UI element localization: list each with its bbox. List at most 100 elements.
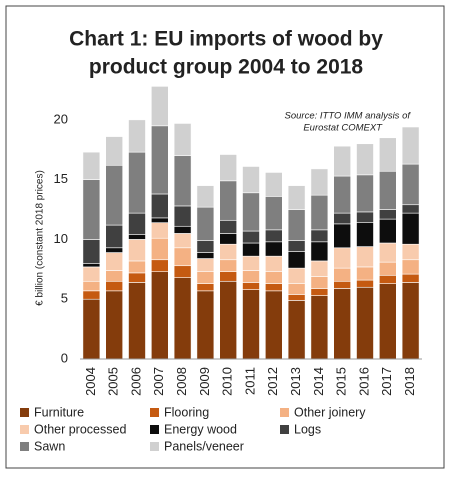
bar-segment [82,280,101,292]
bar-segment [287,251,306,269]
bar-segment [401,163,420,206]
bar-segment [219,180,237,221]
bar-segment [310,168,329,196]
y-tick-label: 0 [61,350,68,365]
bar-segment [378,261,397,276]
bar-segment [128,212,146,235]
bar-segment [128,282,146,360]
bar-segment [242,270,260,283]
bar-segment [378,170,397,210]
bar-segment [151,271,169,360]
bar-segment [105,252,123,271]
bar-segment [219,243,237,261]
bar-segment [196,206,215,241]
x-tick-label: 2010 [220,367,235,396]
bar-segment [128,239,146,262]
bar-segment [401,126,420,165]
bar-segment [378,274,397,284]
bar-segment [287,240,306,252]
x-tick-label: 2009 [197,367,212,396]
x-tick-label: 2004 [83,367,98,396]
bar-segment [264,255,283,273]
bar-segment [82,151,101,180]
x-tick-label: 2007 [151,367,166,396]
bar-segment [196,290,215,360]
bar-segment [401,243,420,261]
bar-segment [242,192,260,232]
bar-segment [333,175,352,214]
bar-segment [310,288,329,296]
bar-segment [264,172,283,197]
bar-segment [264,241,283,257]
legend-swatch [280,425,289,434]
y-tick-label: 15 [54,171,68,186]
bar-segment [356,222,374,247]
bar-segment [173,205,192,227]
bar-segment [105,136,123,166]
bar-segment [401,282,420,360]
bar-segment [82,179,101,240]
bar-segment [378,209,397,220]
y-axis-label: € billion (constant 2018 prices) [35,170,46,306]
x-tick-label: 2015 [334,367,349,396]
legend-swatch [20,408,29,417]
bar-segment [378,137,397,172]
source: Source: ITTO IMM analysis of [285,111,412,122]
bar-segment [128,272,146,283]
legend-swatch [280,408,289,417]
bar-segment [173,265,192,278]
bar-segment [333,212,352,225]
chart-title: Chart 1: EU imports of wood by [69,28,383,51]
bar-segment [242,282,260,290]
legend-swatch [20,442,29,451]
bar-segment [151,222,169,239]
bar-segment [333,247,352,269]
bar-segment [151,259,169,273]
bar-segment [219,271,237,282]
legend-label: Energy wood [164,422,237,436]
bar-segment [310,194,329,231]
bar-segment [105,290,123,360]
y-tick-label: 5 [61,291,68,306]
legend-label: Flooring [164,405,209,419]
bar-segment [287,209,306,241]
legend-swatch [150,408,159,417]
bar-segment [401,259,420,275]
bar-segment [105,280,123,292]
bar-segment [128,260,146,274]
bar-segment [173,233,192,249]
bar-segment [287,267,306,284]
bar-segment [356,174,374,213]
bar-segment [105,164,123,226]
bar-segment [151,125,169,195]
x-tick-label: 2013 [288,367,303,396]
bar-segment [196,240,215,253]
bar-segment [310,276,329,289]
source: Eurostat COMEXT [303,123,383,134]
bar-segment [378,283,397,360]
bar-segment [128,151,146,214]
bar-segment [287,300,306,360]
x-tick-label: 2017 [379,367,394,396]
bar-segment [333,223,352,249]
y-tick-label: 20 [54,111,68,126]
bar-segment [242,242,260,257]
bar-segment [310,260,329,277]
bar-segment [401,212,420,245]
legend-label: Logs [294,422,321,436]
bar-segment [82,266,101,282]
bar-segment [356,211,374,223]
x-tick-label: 2006 [128,367,143,396]
bar-segment [82,263,101,268]
bar-segment [173,277,192,360]
bar-segment [333,280,352,289]
legend-label: Other processed [34,422,126,436]
bar-segment [196,252,215,259]
bar-segment [333,267,352,282]
x-tick-label: 2008 [174,367,189,396]
legend-swatch [20,425,29,434]
x-tick-label: 2005 [106,367,121,396]
bar-segment [242,289,260,360]
bar-segment [310,229,329,243]
